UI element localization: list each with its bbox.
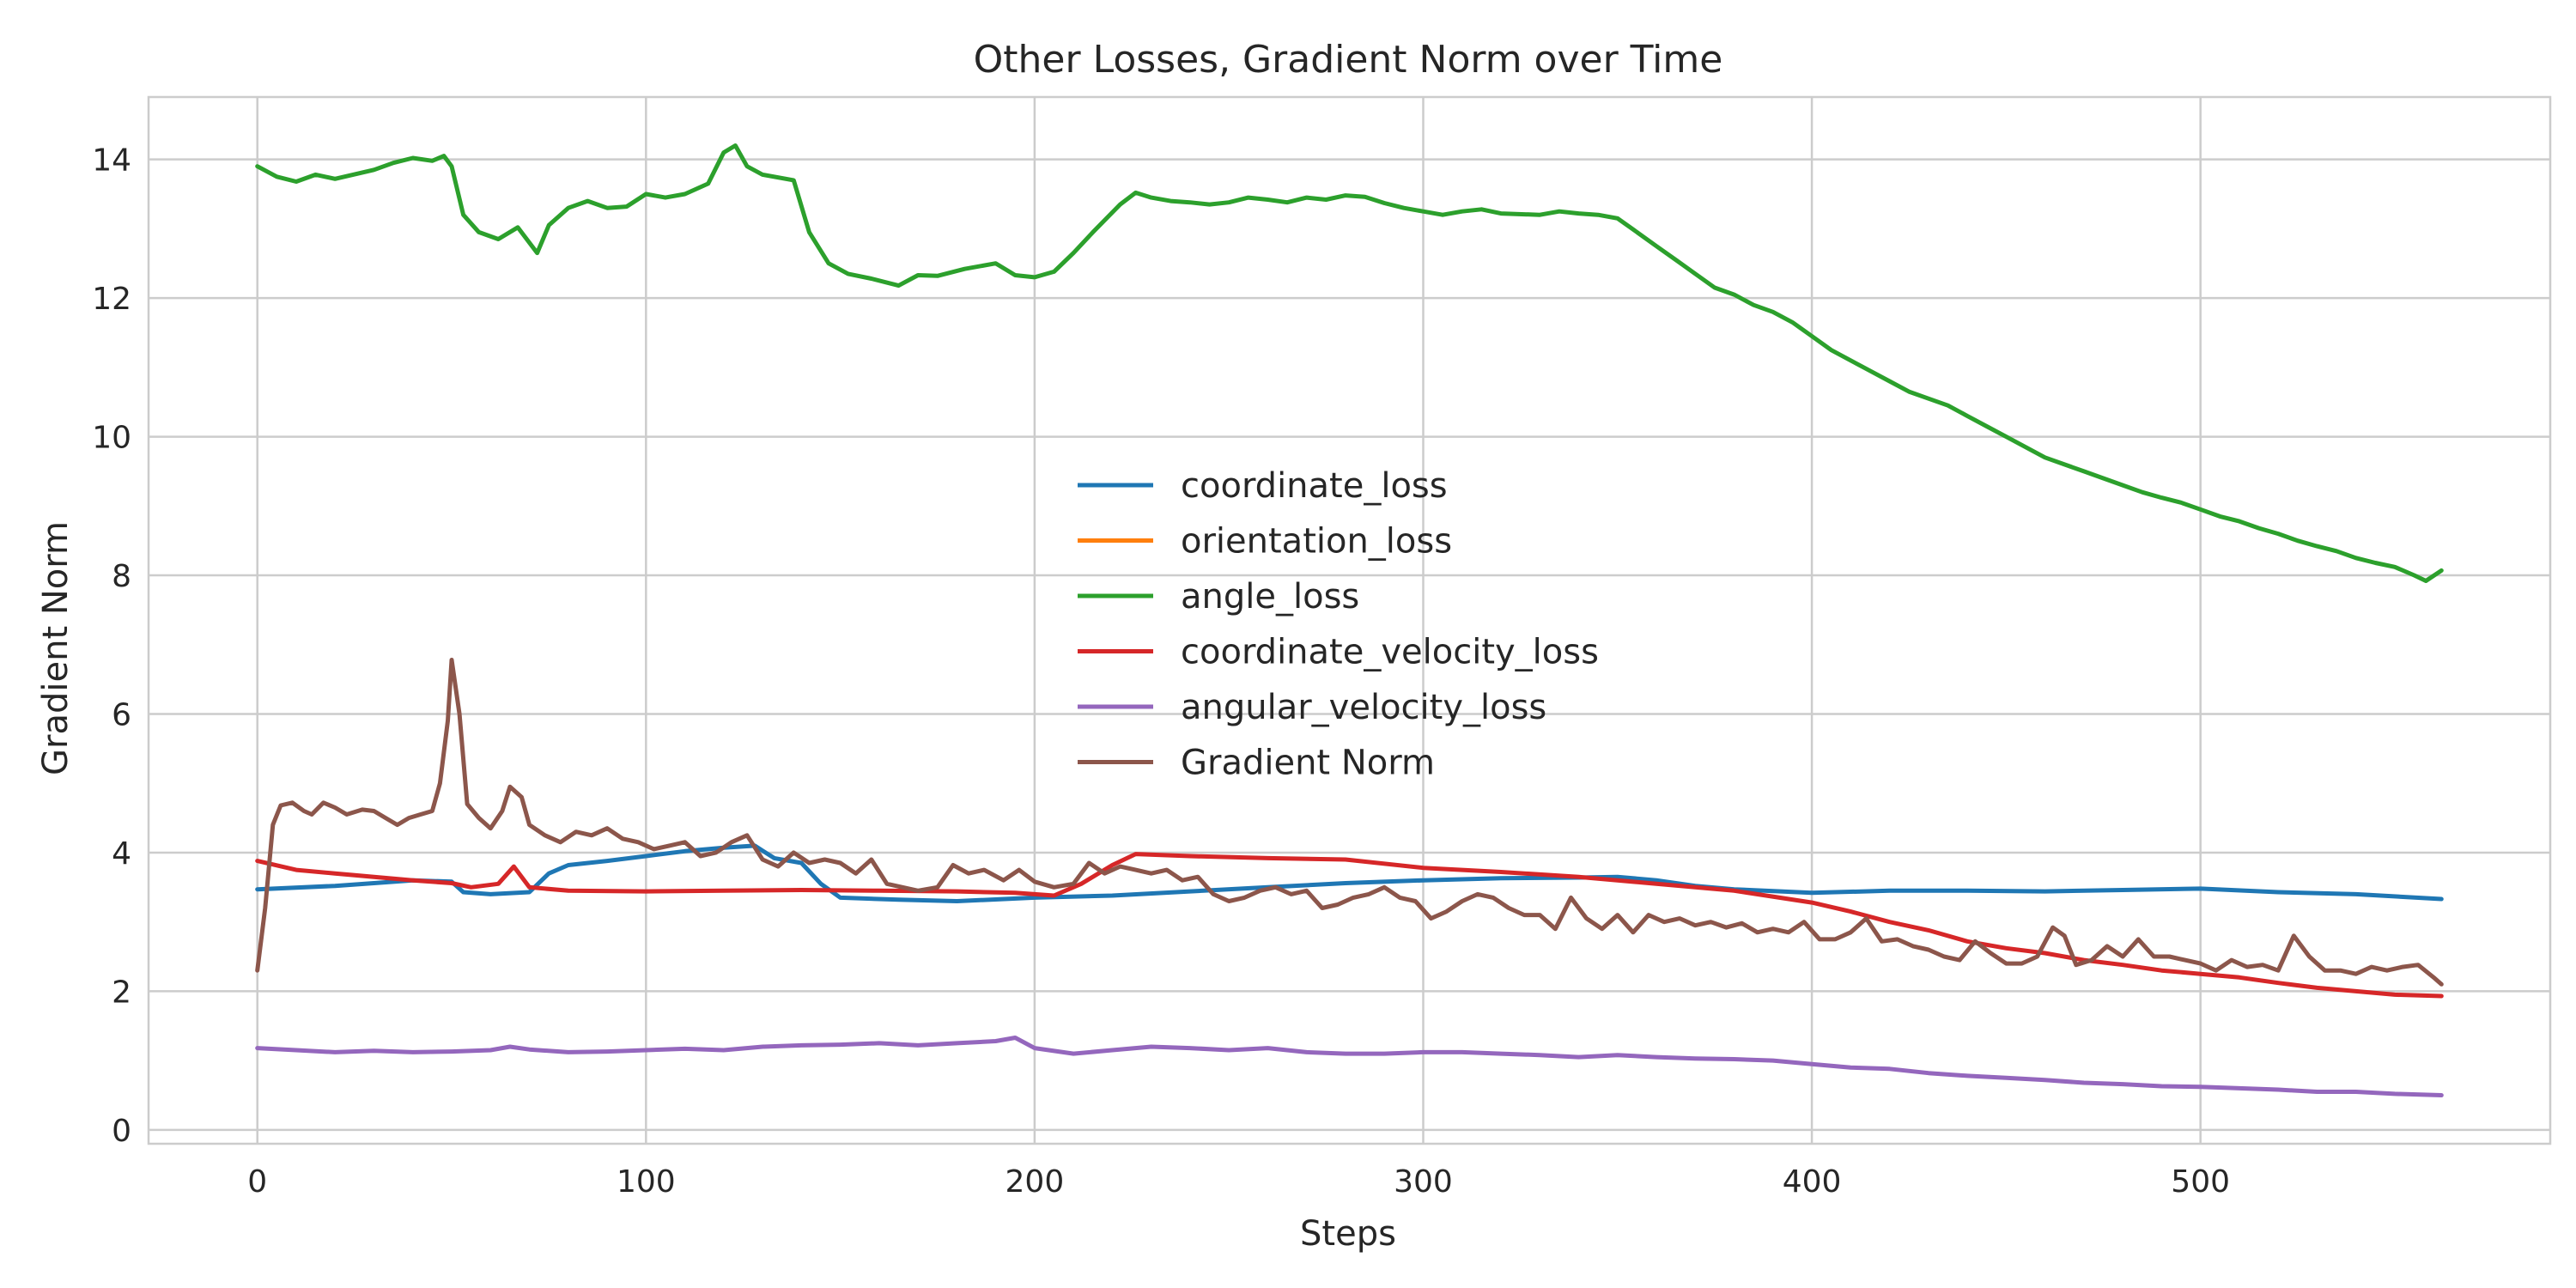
y-axis-ticks: 0 2 4 6 8 10 12 14 [92,143,131,1149]
series-lines [255,143,2444,1097]
y-tick-label: 6 [112,697,131,732]
x-tick-label: 100 [617,1164,676,1200]
legend-label-gradient-norm: Gradient Norm [1181,744,1435,783]
x-axis-ticks: 0 100 200 300 400 500 [247,1164,2230,1200]
legend-label-angular-velocity-loss: angular_velocity_loss [1181,688,1546,727]
chart-title: Other Losses, Gradient Norm over Time [974,38,1723,82]
y-tick-label: 10 [92,421,131,456]
y-tick-label: 2 [112,975,131,1010]
y-tick-label: 0 [112,1114,131,1149]
y-tick-label: 8 [112,559,131,594]
x-tick-label: 500 [2171,1164,2230,1200]
series-line-coordinate-velocity-loss [255,852,2444,999]
x-tick-label: 0 [247,1164,267,1200]
y-tick-label: 12 [92,282,131,317]
legend-label-angle-loss: angle_loss [1181,577,1359,617]
x-tick-label: 300 [1394,1164,1453,1200]
legend: coordinate_loss orientation_loss angle_los… [1078,466,1599,783]
x-tick-label: 200 [1005,1164,1065,1200]
x-tick-label: 400 [1783,1164,1842,1200]
legend-label-orientation-loss: orientation_loss [1181,522,1452,562]
series-line-angular-velocity-loss [255,1036,2444,1097]
y-axis-label: Gradient Norm [36,521,76,775]
legend-label-coordinate-velocity-loss: coordinate_velocity_loss [1181,633,1599,672]
plot-area [147,95,2552,1145]
x-axis-label: Steps [1300,1214,1396,1254]
grid [149,97,2550,1144]
series-line-gradient-norm [255,658,2444,987]
y-tick-label: 4 [112,836,131,872]
y-tick-label: 14 [92,143,131,179]
series-line-angle-loss [255,143,2444,583]
legend-label-coordinate-loss: coordinate_loss [1181,466,1448,506]
series-line-coordinate-loss [255,843,2444,903]
